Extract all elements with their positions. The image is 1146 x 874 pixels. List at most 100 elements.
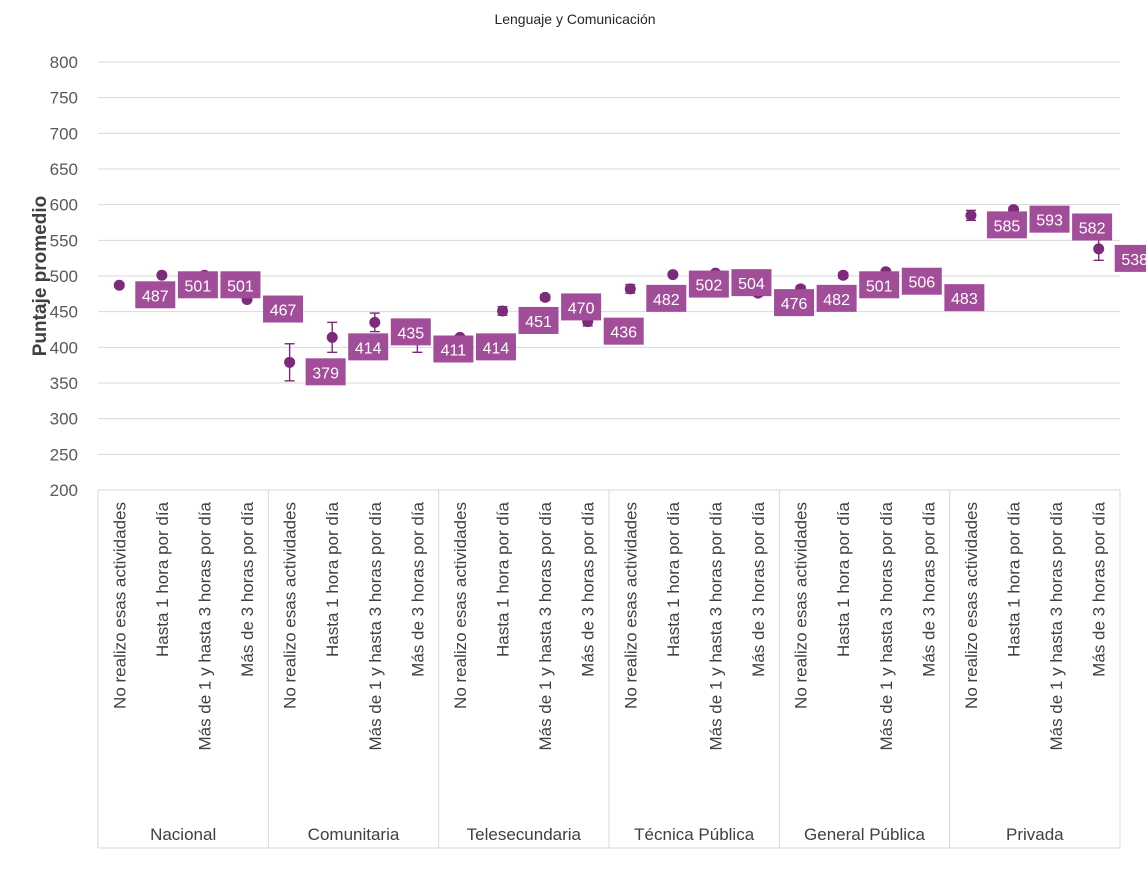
category-label: Más de 1 y hasta 3 horas por día bbox=[877, 501, 896, 750]
data-labels: 487 501 501 467 379 414 435 411 414 451 470 436 482 5… bbox=[135, 205, 1146, 386]
y-tick-label: 550 bbox=[50, 231, 78, 250]
y-tick-label: 450 bbox=[50, 303, 78, 322]
data-label: 538 bbox=[1121, 252, 1146, 269]
data-label: 504 bbox=[738, 276, 765, 293]
data-label: 467 bbox=[270, 303, 297, 320]
category-label: Hasta 1 hora por día bbox=[494, 501, 513, 657]
category-label: Hasta 1 hora por día bbox=[153, 501, 172, 657]
data-point bbox=[326, 331, 338, 343]
data-label: 379 bbox=[312, 365, 339, 382]
data-label-box bbox=[561, 293, 602, 321]
data-label-box bbox=[305, 358, 346, 386]
data-label-box bbox=[475, 333, 516, 361]
data-point bbox=[667, 269, 679, 281]
data-point bbox=[837, 269, 849, 281]
data-point bbox=[1093, 243, 1105, 255]
y-tick-label: 800 bbox=[50, 53, 78, 72]
y-tick-label: 600 bbox=[50, 196, 78, 215]
data-label-box bbox=[135, 281, 176, 309]
category-label: Más de 3 horas por día bbox=[919, 501, 938, 676]
category-label: No realizo esas actividades bbox=[792, 502, 811, 709]
category-label: Más de 3 horas por día bbox=[408, 501, 427, 676]
y-tick-label: 750 bbox=[50, 89, 78, 108]
data-label-box bbox=[1029, 205, 1070, 233]
data-label: 501 bbox=[185, 278, 212, 295]
data-label: 585 bbox=[994, 218, 1021, 235]
group-label: Telesecundaria bbox=[467, 825, 582, 844]
data-label-box bbox=[816, 284, 857, 312]
data-point bbox=[113, 279, 125, 291]
category-label: Más de 3 horas por día bbox=[238, 501, 257, 676]
data-point bbox=[497, 305, 509, 317]
category-label: No realizo esas actividades bbox=[451, 502, 470, 709]
data-label-box bbox=[220, 271, 261, 299]
data-point bbox=[369, 316, 381, 328]
data-point bbox=[965, 209, 977, 221]
category-label: Más de 1 y hasta 3 horas por día bbox=[195, 501, 214, 750]
category-label: No realizo esas actividades bbox=[621, 502, 640, 709]
y-tick-label: 700 bbox=[50, 124, 78, 143]
category-label: Hasta 1 hora por día bbox=[323, 501, 342, 657]
category-label: Hasta 1 hora por día bbox=[664, 501, 683, 657]
category-label: Más de 3 horas por día bbox=[1090, 501, 1109, 676]
data-label-box bbox=[731, 269, 772, 297]
category-label: Más de 1 y hasta 3 horas por día bbox=[536, 501, 555, 750]
group-label: Nacional bbox=[150, 825, 216, 844]
group-label: Comunitaria bbox=[308, 825, 400, 844]
data-label: 506 bbox=[908, 275, 935, 292]
data-label: 482 bbox=[823, 292, 850, 309]
data-label-box bbox=[518, 306, 559, 334]
data-label: 436 bbox=[610, 325, 637, 342]
data-label-box bbox=[859, 271, 900, 299]
data-label-box bbox=[688, 270, 729, 298]
y-tick-label: 500 bbox=[50, 267, 78, 286]
chart-title: Lenguaje y Comunicación bbox=[494, 11, 655, 27]
data-label: 414 bbox=[355, 340, 382, 357]
data-label: 451 bbox=[525, 314, 552, 331]
group-label: General Pública bbox=[804, 825, 926, 844]
category-label: Hasta 1 hora por día bbox=[1005, 501, 1024, 657]
category-label: Más de 1 y hasta 3 horas por día bbox=[706, 501, 725, 750]
y-tick-label: 650 bbox=[50, 160, 78, 179]
y-tick-label: 250 bbox=[50, 445, 78, 464]
x-axis: No realizo esas actividades Hasta 1 hora … bbox=[97, 490, 1121, 849]
data-label-box bbox=[177, 271, 218, 299]
data-label: 483 bbox=[951, 291, 978, 308]
data-label-box bbox=[433, 335, 474, 363]
data-label-box bbox=[603, 317, 644, 345]
group-label: Privada bbox=[1006, 825, 1064, 844]
data-label: 411 bbox=[441, 342, 467, 359]
data-label-box bbox=[901, 267, 942, 295]
data-label-box bbox=[1114, 244, 1146, 272]
data-point bbox=[539, 291, 551, 303]
y-tick-labels: 200 250 300 350 400 450 500 550 600 650 700 750 800 bbox=[50, 53, 78, 500]
data-label: 482 bbox=[653, 292, 680, 309]
data-label: 487 bbox=[142, 288, 169, 305]
data-label: 582 bbox=[1079, 221, 1106, 238]
data-point bbox=[284, 356, 296, 368]
category-label: Más de 1 y hasta 3 horas por día bbox=[366, 501, 385, 750]
data-label-box bbox=[263, 295, 304, 323]
data-point bbox=[624, 283, 636, 295]
data-label: 502 bbox=[696, 278, 723, 295]
data-label-box bbox=[774, 289, 815, 317]
y-tick-label: 200 bbox=[50, 481, 78, 500]
data-label-box bbox=[646, 284, 687, 312]
data-label-box bbox=[348, 333, 389, 361]
data-label: 435 bbox=[397, 325, 424, 342]
data-label-box bbox=[944, 284, 985, 312]
category-label: No realizo esas actividades bbox=[962, 502, 981, 709]
data-label: 476 bbox=[781, 296, 808, 313]
data-label-box bbox=[1072, 213, 1113, 241]
data-point bbox=[156, 269, 168, 281]
y-tick-label: 300 bbox=[50, 410, 78, 429]
data-label-box bbox=[986, 211, 1027, 239]
data-label: 414 bbox=[483, 340, 510, 357]
category-label: Más de 3 horas por día bbox=[749, 501, 768, 676]
data-label: 501 bbox=[866, 278, 893, 295]
category-label: No realizo esas actividades bbox=[281, 502, 300, 709]
data-label-box bbox=[390, 318, 431, 346]
category-label: No realizo esas actividades bbox=[110, 502, 129, 709]
group-label: Técnica Pública bbox=[634, 825, 755, 844]
